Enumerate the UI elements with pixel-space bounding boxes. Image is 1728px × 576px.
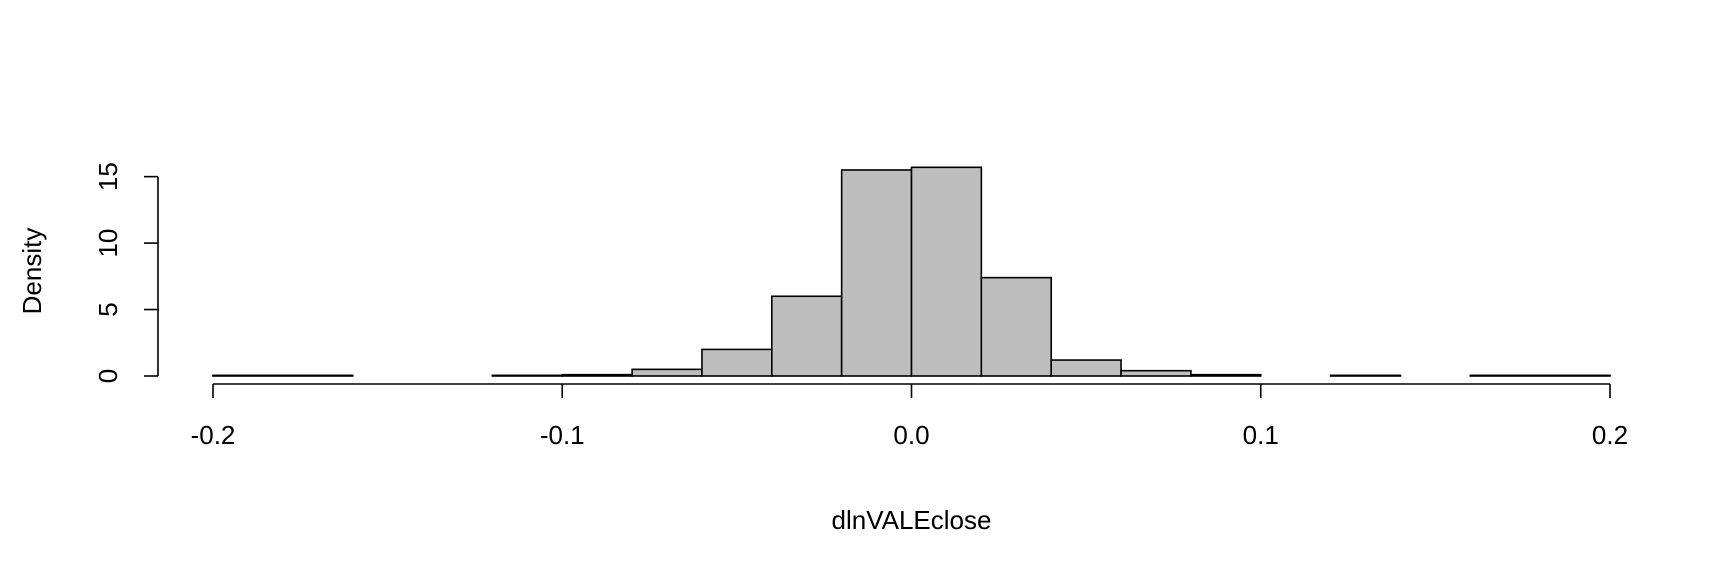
y-axis-title: Density	[17, 228, 47, 315]
x-tick-label: -0.1	[540, 420, 585, 450]
x-tick-label: 0.2	[1592, 420, 1628, 450]
y-tick-label: 5	[93, 302, 123, 316]
histogram-bars	[212, 166, 1611, 377]
y-tick-label: 10	[93, 229, 123, 258]
x-tick-label: 0.1	[1243, 420, 1279, 450]
histogram-bar	[212, 374, 354, 377]
histogram-bar	[1329, 374, 1402, 377]
histogram-bar	[561, 373, 633, 377]
y-tick-label: 15	[93, 162, 123, 191]
x-axis: -0.2 -0.1 0.0 0.1 0.2	[191, 383, 1628, 450]
histogram-bar	[1120, 369, 1192, 377]
histogram-bar	[1469, 374, 1611, 377]
x-tick-label: -0.2	[191, 420, 236, 450]
histogram-bar	[701, 348, 773, 377]
histogram-bar	[1190, 373, 1262, 377]
y-tick-label: 0	[93, 369, 123, 383]
histogram-bar	[980, 276, 1052, 377]
y-axis: 0 5 10 15	[93, 162, 159, 383]
histogram-bar	[1050, 359, 1122, 377]
x-tick-label: 0.0	[893, 420, 929, 450]
histogram-bar	[491, 374, 564, 377]
histogram-bar	[631, 368, 703, 377]
histogram-bar	[840, 169, 913, 377]
histogram-bar	[770, 295, 843, 377]
x-axis-title: dlnVALEclose	[832, 505, 992, 535]
histogram-bar	[910, 166, 983, 377]
